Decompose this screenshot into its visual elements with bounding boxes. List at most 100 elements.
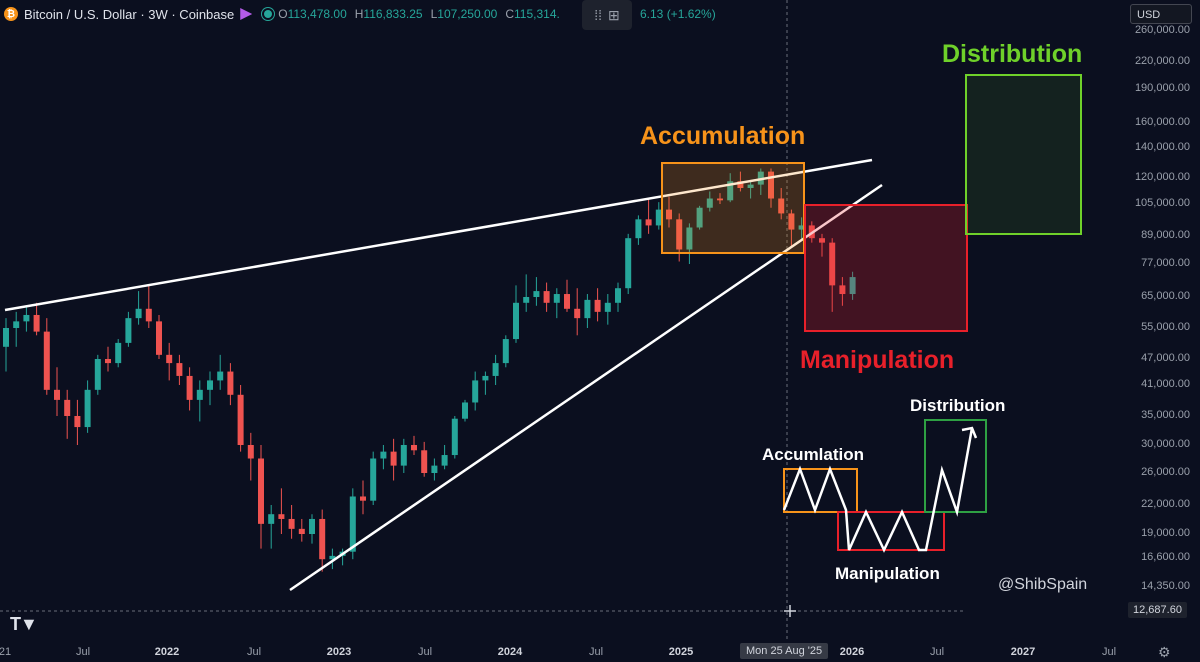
accumulation-box[interactable]: [661, 162, 805, 254]
distribution-box[interactable]: [965, 74, 1082, 235]
manipulation-box[interactable]: [804, 204, 968, 332]
candle-body[interactable]: [788, 213, 795, 230]
candle-body[interactable]: [156, 321, 162, 355]
candle-body[interactable]: [543, 291, 550, 303]
candle-body[interactable]: [278, 514, 285, 519]
chart-overlay-buttons[interactable]: ⁞⁞ ⊞: [582, 0, 632, 30]
upper-trendline[interactable]: [4, 158, 873, 312]
candle-body[interactable]: [829, 242, 836, 286]
candle-body[interactable]: [349, 496, 356, 552]
candle-body[interactable]: [64, 399, 71, 416]
candle-body[interactable]: [3, 328, 9, 347]
drag-handle-icon[interactable]: ⁞⁞: [594, 7, 603, 23]
candle-body[interactable]: [564, 294, 570, 309]
price-axis-label: 22,000.00: [1141, 498, 1190, 510]
candle-body[interactable]: [135, 308, 142, 319]
price-axis-label: 260,000.00: [1134, 24, 1190, 36]
candle-body[interactable]: [686, 227, 693, 250]
candle-body[interactable]: [370, 458, 377, 501]
candle-body[interactable]: [298, 528, 305, 534]
candle-body[interactable]: [74, 416, 81, 428]
candle-body[interactable]: [625, 238, 632, 289]
symbol-title[interactable]: Bitcoin / U.S. Dollar · 3W · Coinbase: [24, 6, 235, 22]
candle-body[interactable]: [635, 219, 642, 239]
candle-body[interactable]: [798, 225, 805, 230]
candle-body[interactable]: [196, 389, 203, 400]
candle-body[interactable]: [186, 375, 193, 400]
candle-body[interactable]: [553, 294, 560, 303]
candle-body[interactable]: [431, 465, 438, 473]
flag-icon[interactable]: [240, 8, 253, 20]
candle-body[interactable]: [615, 288, 621, 303]
candle-body[interactable]: [258, 458, 264, 524]
candle-body[interactable]: [451, 418, 458, 456]
candle-body[interactable]: [849, 277, 856, 295]
candle-body[interactable]: [492, 363, 499, 376]
candle-body[interactable]: [329, 555, 336, 560]
candle-body[interactable]: [604, 302, 611, 312]
candle-body[interactable]: [839, 285, 846, 295]
candle-body[interactable]: [502, 339, 509, 364]
candle-body[interactable]: [360, 496, 366, 501]
candle-body[interactable]: [513, 302, 519, 340]
candle-body[interactable]: [737, 181, 744, 188]
price-axis-label: 220,000.00: [1134, 55, 1190, 67]
candle-body[interactable]: [84, 389, 91, 428]
candle-body[interactable]: [584, 299, 591, 319]
candle-body[interactable]: [166, 354, 173, 364]
candle-body[interactable]: [441, 455, 448, 466]
candle-body[interactable]: [237, 394, 244, 445]
candle-body[interactable]: [706, 198, 713, 208]
candle-body[interactable]: [666, 209, 672, 220]
candle-body[interactable]: [421, 450, 428, 473]
tradingview-logo-icon[interactable]: T▼: [10, 614, 38, 634]
candle-body[interactable]: [23, 314, 30, 322]
candle-body[interactable]: [319, 518, 326, 560]
candle-body[interactable]: [747, 184, 754, 188]
candle-body[interactable]: [105, 359, 111, 364]
candle-body[interactable]: [523, 297, 530, 303]
candle-body[interactable]: [400, 445, 407, 466]
candle-body[interactable]: [33, 314, 40, 332]
candle-body[interactable]: [696, 207, 703, 228]
candle-body[interactable]: [482, 375, 489, 381]
candle-body[interactable]: [94, 359, 101, 390]
candle-body[interactable]: [268, 514, 275, 524]
watermark: @ShibSpain: [998, 576, 1088, 593]
candle-body[interactable]: [176, 363, 183, 376]
candle-body[interactable]: [247, 445, 254, 459]
candle-body[interactable]: [54, 389, 60, 400]
candle-body[interactable]: [655, 209, 662, 226]
candle-body[interactable]: [309, 518, 315, 534]
candle-body[interactable]: [462, 402, 468, 419]
candle-body[interactable]: [390, 451, 397, 466]
settings-gear-icon[interactable]: ⚙: [1158, 644, 1171, 660]
candle-body[interactable]: [594, 299, 601, 312]
candle-body[interactable]: [411, 445, 417, 451]
candle-body[interactable]: [574, 308, 581, 319]
candle-body[interactable]: [717, 198, 723, 201]
price-axis-label: 65,000.00: [1141, 290, 1190, 302]
candle-body[interactable]: [768, 171, 774, 199]
candle-body[interactable]: [13, 321, 20, 328]
candle-body[interactable]: [43, 331, 50, 390]
candle-body[interactable]: [227, 371, 234, 395]
currency-select[interactable]: USD: [1130, 4, 1192, 24]
candle-body[interactable]: [778, 198, 785, 214]
add-indicator-icon[interactable]: ⊞: [608, 6, 620, 23]
candle-body[interactable]: [125, 318, 132, 343]
candle-body[interactable]: [207, 380, 213, 390]
candle-body[interactable]: [217, 371, 224, 381]
candle-body[interactable]: [819, 238, 825, 243]
candle-body[interactable]: [288, 518, 295, 529]
candle-body[interactable]: [676, 219, 683, 250]
candle-body[interactable]: [727, 181, 734, 201]
candle-body[interactable]: [115, 342, 122, 364]
candle-body[interactable]: [472, 380, 479, 403]
candle-body[interactable]: [645, 219, 652, 226]
candle-body[interactable]: [145, 308, 152, 322]
price-axis-label: 47,000.00: [1141, 352, 1190, 364]
candle-body[interactable]: [533, 291, 540, 297]
candle-body[interactable]: [380, 451, 387, 459]
